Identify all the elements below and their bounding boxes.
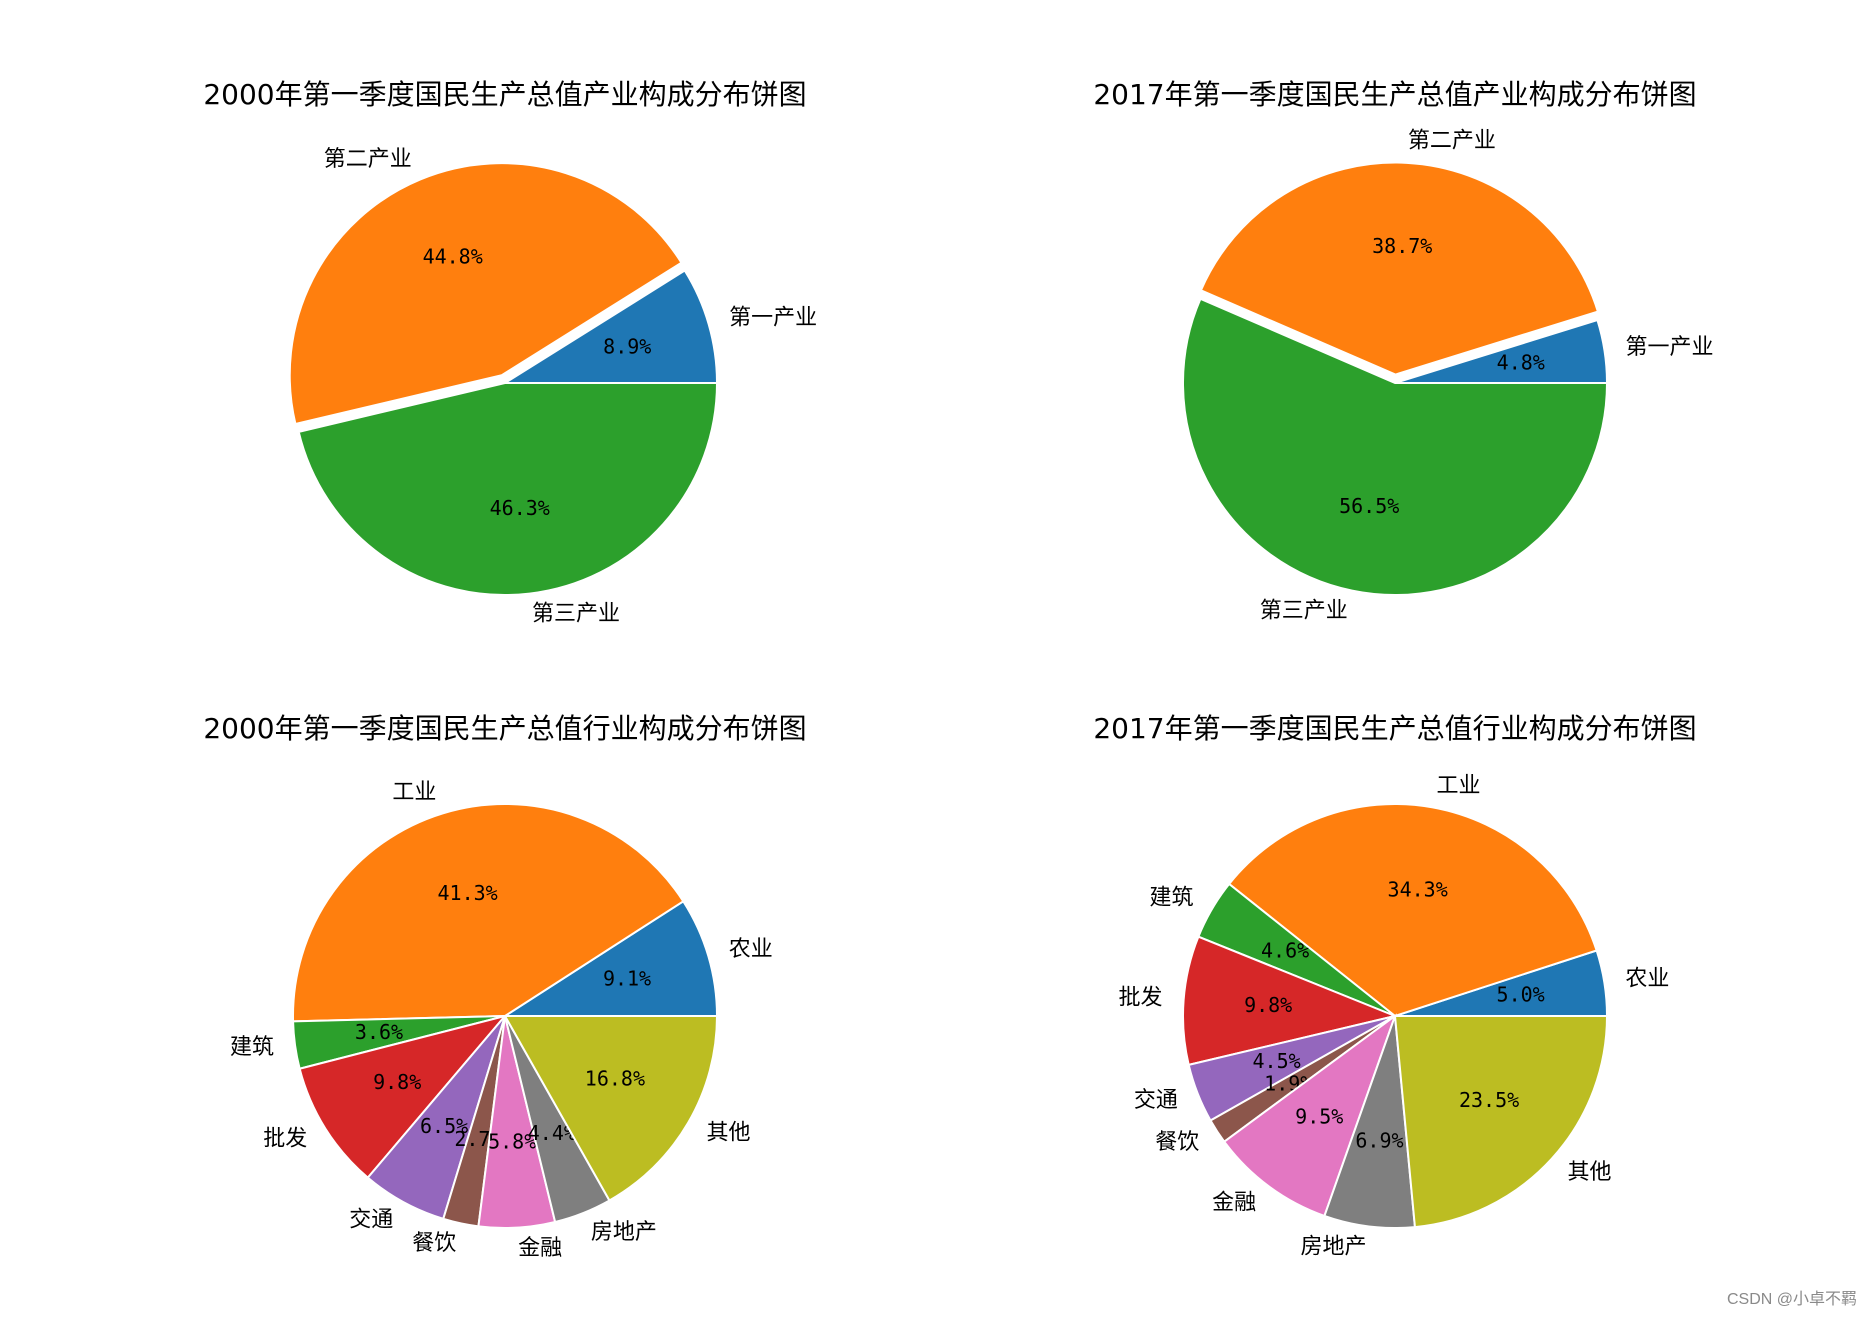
percent-label: 4.8%	[1497, 350, 1545, 374]
percent-label: 23.5%	[1459, 1088, 1519, 1112]
pie-slice-其他	[1393, 1015, 1609, 1229]
slice-label: 其他	[706, 1120, 750, 1145]
slice-label: 建筑	[230, 1035, 274, 1060]
slice-label: 房地产	[591, 1220, 657, 1245]
slice-label: 第三产业	[532, 602, 620, 627]
watermark: CSDN @小卓不羁	[1726, 1291, 1857, 1308]
percent-label: 9.1%	[603, 967, 651, 991]
percent-label: 41.3%	[437, 881, 497, 905]
chart-title: 2000年第一季度国民生产总值产业构成分布饼图	[203, 78, 806, 111]
slice-label: 批发	[1118, 985, 1162, 1010]
slice-label: 批发	[263, 1127, 307, 1152]
percent-label: 6.9%	[1355, 1129, 1403, 1153]
percent-label: 8.9%	[603, 334, 651, 358]
slice-label: 第三产业	[1260, 598, 1348, 623]
slice-label: 房地产	[1300, 1234, 1366, 1259]
pie-slice-第三产业	[1182, 297, 1609, 597]
percent-label: 56.5%	[1339, 494, 1399, 518]
slice-label: 餐饮	[1155, 1130, 1199, 1155]
chart-2017-industry: 2017年第一季度国民生产总值行业构成分布饼图 农业 5.0% 工业 34.3% 建筑 4…	[1093, 712, 1696, 1259]
slice-label: 工业	[1437, 774, 1481, 799]
slice-label: 金融	[1212, 1190, 1256, 1215]
percent-label: 5.0%	[1497, 983, 1545, 1007]
slice-label: 第一产业	[1626, 335, 1714, 360]
chart-2000-industry: 2000年第一季度国民生产总值行业构成分布饼图 农业 9.1% 工业 41.3% 建筑 3…	[203, 712, 806, 1261]
percent-label: 4.6%	[1261, 938, 1309, 962]
percent-label: 46.3%	[490, 496, 550, 520]
slice-label: 其他	[1567, 1160, 1611, 1185]
chart-title: 2017年第一季度国民生产总值行业构成分布饼图	[1093, 712, 1696, 745]
percent-label: 34.3%	[1388, 877, 1448, 901]
slice-label: 交通	[349, 1208, 393, 1233]
percent-label: 9.5%	[1295, 1105, 1343, 1129]
slice-label: 第一产业	[729, 306, 817, 331]
pie-slice-农业	[501, 899, 719, 1017]
pie-slice-批发	[1182, 935, 1399, 1067]
percent-label: 16.8%	[585, 1067, 645, 1091]
pie-slice-第二产业	[1199, 161, 1600, 376]
percent-label: 3.6%	[355, 1020, 403, 1044]
chart-2000-sector: 2000年第一季度国民生产总值产业构成分布饼图 第一产业 8.9% 第二产业 44.8…	[203, 78, 817, 627]
slice-label: 交通	[1134, 1088, 1178, 1113]
slice-label: 第二产业	[1408, 129, 1496, 154]
slice-label: 建筑	[1150, 886, 1194, 911]
pie-slice-工业	[292, 803, 685, 1023]
pie-slice-工业	[1227, 803, 1598, 1018]
percent-label: 6.5%	[420, 1114, 468, 1138]
chart-title: 2000年第一季度国民生产总值行业构成分布饼图	[203, 712, 806, 745]
percent-label: 5.8%	[488, 1129, 536, 1153]
pie-slice-第二产业	[288, 162, 683, 426]
percent-label: 38.7%	[1372, 234, 1432, 258]
percent-label: 4.5%	[1253, 1049, 1301, 1073]
chart-title: 2017年第一季度国民生产总值产业构成分布饼图	[1093, 78, 1696, 111]
pie-slice-第三产业	[297, 382, 719, 596]
pie-slice-批发	[298, 1014, 508, 1180]
slice-label: 金融	[518, 1236, 562, 1261]
percent-label: 9.8%	[373, 1070, 421, 1094]
pie-slice-第一产业	[501, 269, 719, 384]
chart-2017-sector: 2017年第一季度国民生产总值产业构成分布饼图 第一产业 4.8% 第二产业 38.7…	[1093, 78, 1713, 623]
slice-label: 第二产业	[324, 147, 412, 172]
percent-label: 44.8%	[423, 244, 483, 268]
slice-label: 农业	[1625, 967, 1669, 992]
slice-label: 工业	[392, 780, 436, 805]
pie-slice-金融	[1222, 1013, 1398, 1218]
percent-label: 9.8%	[1244, 993, 1292, 1017]
pie-slice-其他	[503, 1015, 719, 1202]
slice-label: 农业	[729, 937, 773, 962]
slice-label: 餐饮	[412, 1231, 456, 1256]
